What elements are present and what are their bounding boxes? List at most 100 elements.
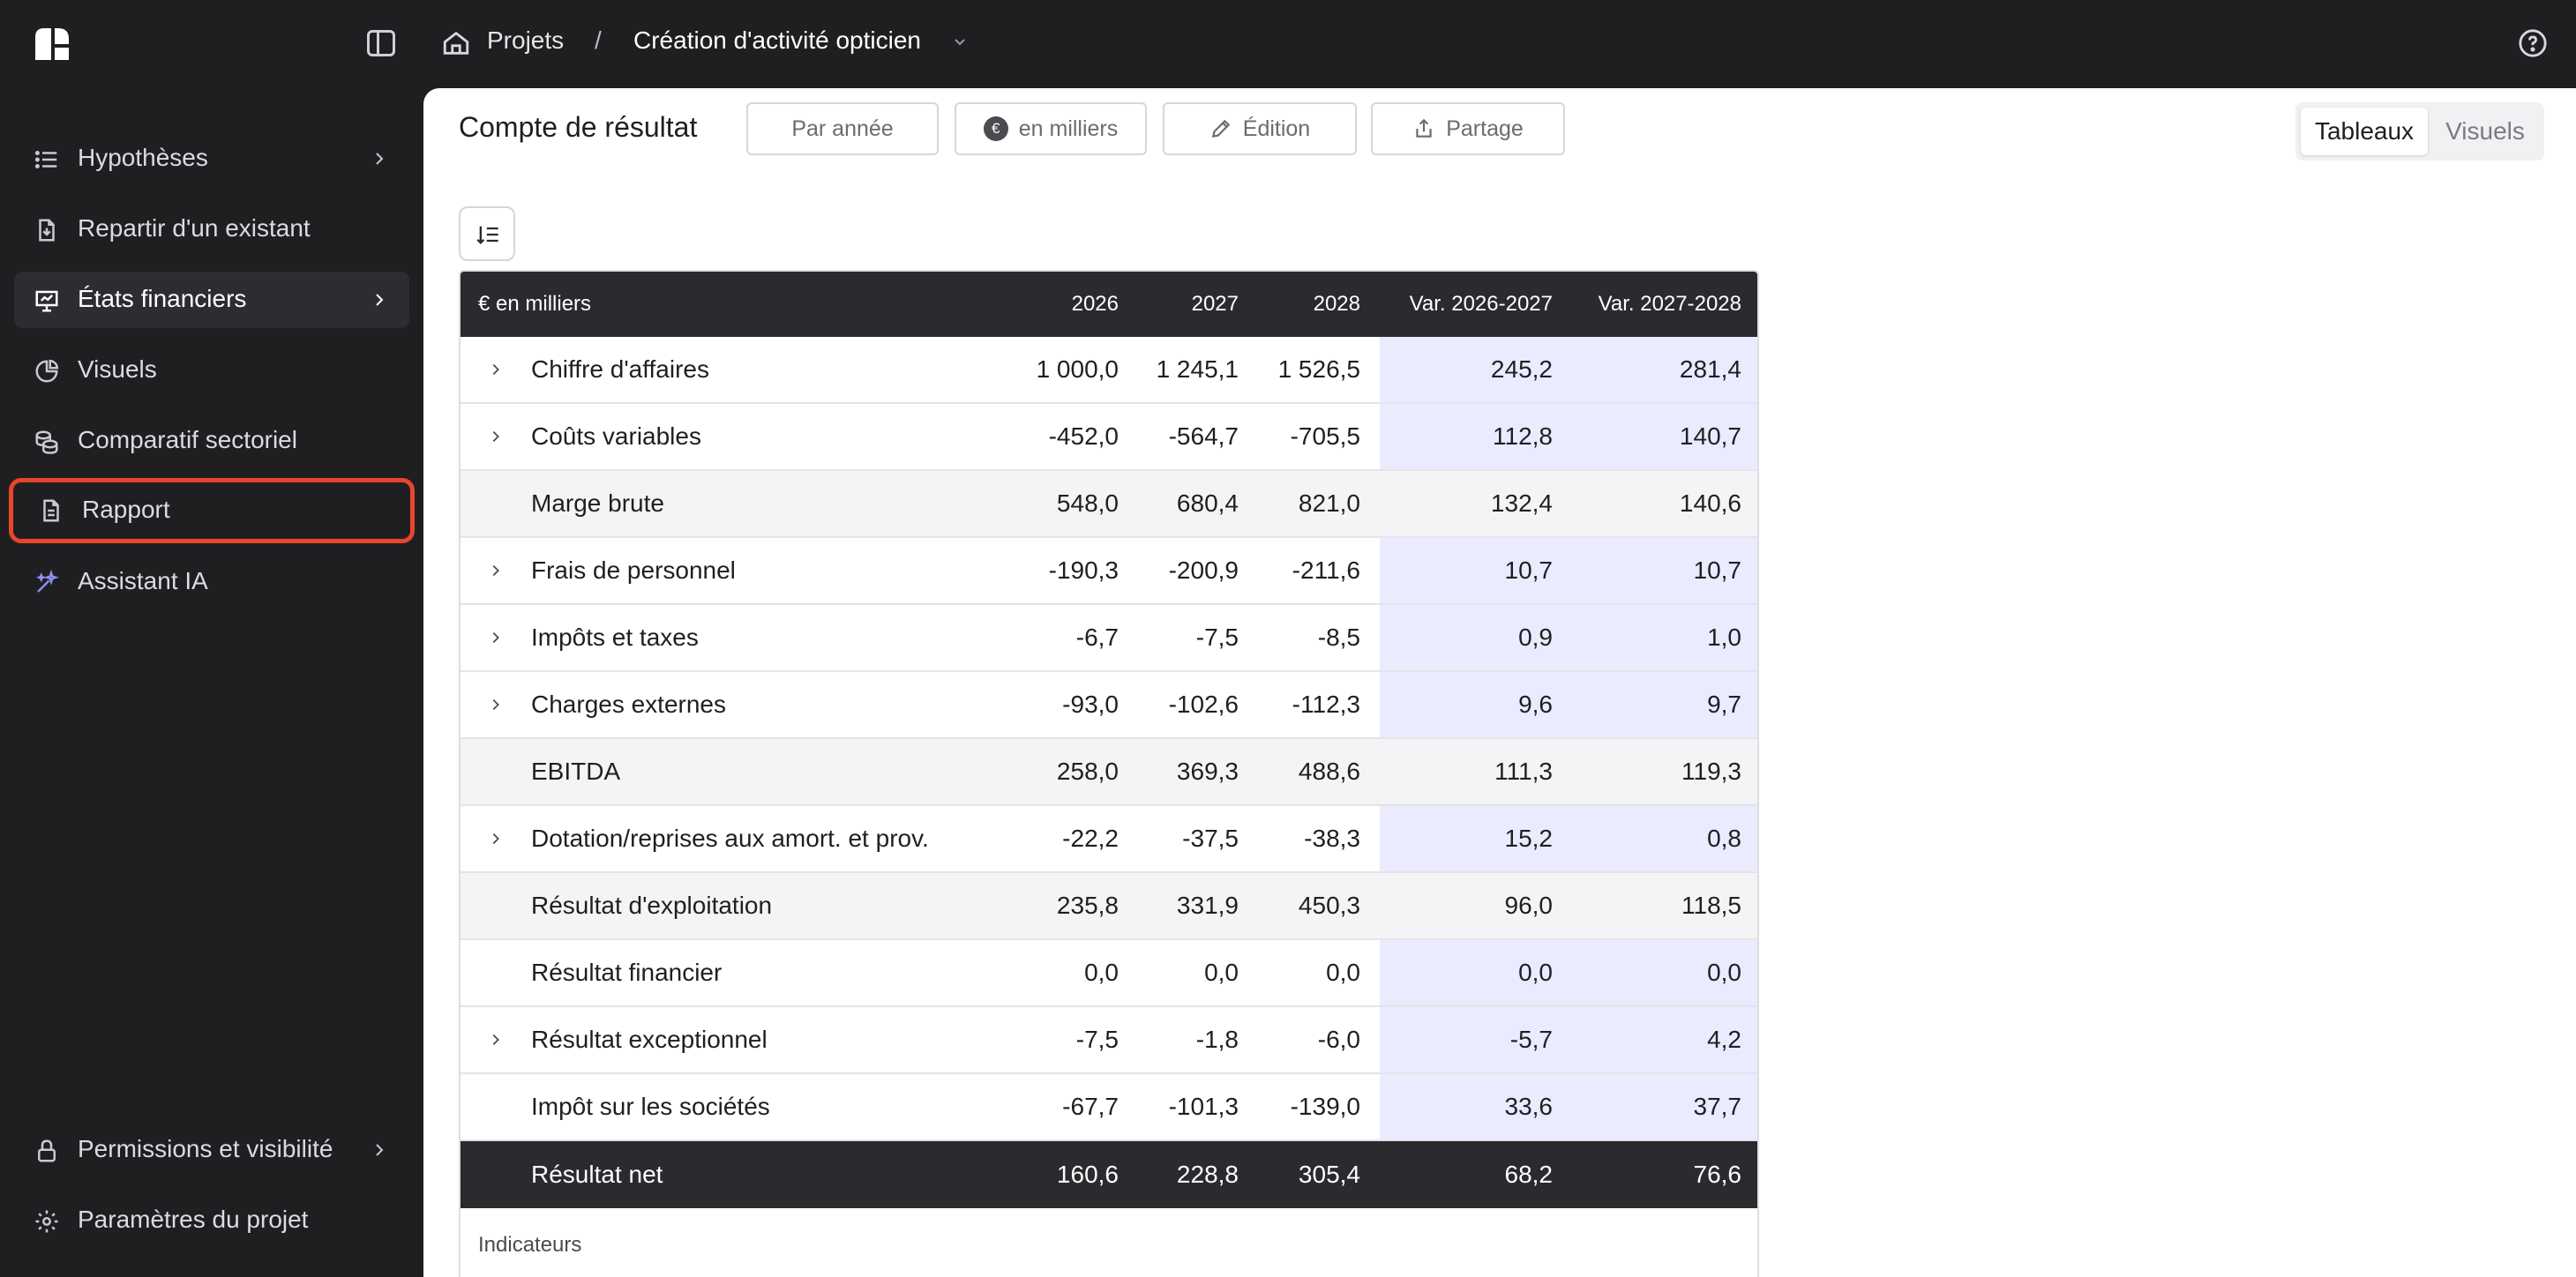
file-import-icon <box>39 219 55 242</box>
edit-button[interactable]: Édition <box>1163 102 1357 155</box>
cell-2027: -7,5 <box>1195 624 1239 651</box>
table-row[interactable]: Dotation/reprises aux amort. et prov. -22… <box>461 806 1757 873</box>
home-icon[interactable] <box>441 28 471 58</box>
cell-2027: -564,7 <box>1168 422 1239 450</box>
cell-2027: -37,5 <box>1182 825 1239 852</box>
table-row[interactable]: Frais de personnel -190,3 -200,9 -211,6 10,7… <box>461 538 1757 605</box>
cell-2027: -101,3 <box>1168 1093 1239 1120</box>
chevron-right-icon[interactable] <box>485 672 506 737</box>
share-icon <box>1416 118 1432 138</box>
cell-2028: 821,0 <box>1298 489 1360 517</box>
row-label: Charges externes <box>531 691 727 718</box>
cell-2026: -6,7 <box>1075 624 1119 651</box>
sidebar-item-assistant-ia[interactable]: Assistant IA <box>14 554 409 610</box>
cell-2026: -190,3 <box>1048 556 1119 584</box>
app-logo-icon[interactable] <box>32 25 72 65</box>
cell-2026: -7,5 <box>1075 1026 1119 1053</box>
table-row[interactable]: Charges externes -93,0 -102,6 -112,3 9,6 9,7 <box>461 672 1757 739</box>
cell-2027: 1 245,1 <box>1156 355 1239 383</box>
share-button-label: Partage <box>1446 116 1524 141</box>
sidebar-item-visuels[interactable]: Visuels <box>14 342 409 399</box>
breadcrumb-current-project[interactable]: Création d'activité opticien <box>633 26 921 54</box>
row-label: Frais de personnel <box>531 556 736 584</box>
cell-2026: -93,0 <box>1062 691 1119 718</box>
cell-var-2026-2027: 96,0 <box>1504 892 1554 919</box>
cell-2026: 1 000,0 <box>1036 355 1119 383</box>
period-button[interactable]: Par année <box>746 102 939 155</box>
sort-button[interactable] <box>459 206 515 261</box>
indicators-label: Indicateurs <box>478 1233 582 1257</box>
cell-var-2026-2027: 33,6 <box>1380 1074 1570 1139</box>
cell-var-2027-2028: 4,2 <box>1570 1007 1757 1072</box>
cell-2026: -22,2 <box>1062 825 1119 852</box>
sidebar-item-etats-financiers[interactable]: États financiers <box>14 272 409 328</box>
breadcrumb-projects-link[interactable]: Projets <box>487 26 565 54</box>
sidebar-item-hypotheses[interactable]: Hypothèses <box>14 131 409 187</box>
header-var-2026-2027: Var. 2026-2027 <box>1409 292 1553 316</box>
chevron-right-icon <box>376 294 384 306</box>
gear-icon <box>35 1210 58 1233</box>
cell-var-2027-2028: 119,3 <box>1681 758 1741 785</box>
pie-chart-icon <box>35 359 59 383</box>
chevron-down-icon[interactable] <box>951 34 969 51</box>
row-label: Coûts variables <box>531 422 701 450</box>
cell-2028: -6,0 <box>1317 1026 1360 1053</box>
cell-2026: 160,6 <box>1056 1161 1119 1188</box>
sidebar-item-permissions[interactable]: Permissions et visibilité <box>14 1122 409 1178</box>
cell-var-2026-2027: 245,2 <box>1380 337 1570 402</box>
sidebar-item-label: Assistant IA <box>78 567 208 594</box>
coins-icon <box>35 430 58 454</box>
unit-button[interactable]: € en milliers <box>955 102 1147 155</box>
chevron-right-icon[interactable] <box>485 337 506 402</box>
unit-button-label: en milliers <box>1018 116 1119 141</box>
share-button[interactable]: Partage <box>1371 102 1565 155</box>
top-bar: Projets / Création d'activité opticien <box>0 0 2576 88</box>
cell-var-2026-2027: 112,8 <box>1380 404 1570 469</box>
chevron-right-icon[interactable] <box>485 806 506 871</box>
indicators-section: Indicateurs <box>461 1208 1757 1277</box>
cell-2028: 0,0 <box>1326 959 1360 986</box>
chevron-right-icon[interactable] <box>485 404 506 469</box>
row-label: EBITDA <box>531 758 621 785</box>
sort-list-icon <box>476 226 498 244</box>
sidebar-toggle-icon[interactable] <box>367 30 395 56</box>
chevron-right-icon[interactable] <box>485 538 506 603</box>
table-row[interactable]: Impôts et taxes -6,7 -7,5 -8,5 0,9 1,0 <box>461 605 1757 672</box>
pencil-icon <box>1211 119 1230 138</box>
cell-var-2027-2028: 9,7 <box>1570 672 1757 737</box>
row-label: Impôt sur les sociétés <box>531 1093 770 1120</box>
sidebar-item-label: Comparatif sectoriel <box>78 426 297 453</box>
cell-2027: -200,9 <box>1168 556 1239 584</box>
view-switcher: Tableaux Visuels <box>2295 102 2544 161</box>
help-icon[interactable] <box>2518 28 2548 58</box>
cell-2028: -112,3 <box>1292 691 1360 718</box>
presentation-chart-icon <box>35 290 58 312</box>
view-tab-visuals[interactable]: Visuels <box>2445 117 2525 145</box>
sidebar-item-comparatif[interactable]: Comparatif sectoriel <box>14 413 409 469</box>
header-2026: 2026 <box>1071 292 1119 316</box>
table-row[interactable]: Résultat exceptionnel -7,5 -1,8 -6,0 -5,7 4,2 <box>461 1007 1757 1074</box>
cell-var-2027-2028: 76,6 <box>1693 1161 1742 1188</box>
view-tab-tables[interactable]: Tableaux <box>2301 108 2428 155</box>
header-unit: € en milliers <box>478 292 592 316</box>
chevron-right-icon[interactable] <box>485 605 506 670</box>
sidebar-item-label: Rapport <box>82 496 170 523</box>
cell-var-2026-2027: 111,3 <box>1494 758 1553 785</box>
sidebar-item-label: Paramètres du projet <box>78 1206 309 1233</box>
table-row[interactable]: Coûts variables -452,0 -564,7 -705,5 112,8 14… <box>461 404 1757 471</box>
row-label: Résultat financier <box>531 959 723 986</box>
table-row[interactable]: Chiffre d'affaires 1 000,0 1 245,1 1 526,5 2… <box>461 337 1757 404</box>
cell-var-2027-2028: 37,7 <box>1570 1074 1757 1139</box>
cell-var-2027-2028: 0,8 <box>1570 806 1757 871</box>
cell-2028: -211,6 <box>1292 556 1360 584</box>
cell-2028: -139,0 <box>1290 1093 1360 1120</box>
chevron-right-icon[interactable] <box>485 1007 506 1072</box>
sidebar-item-rapport[interactable]: Rapport <box>9 478 415 543</box>
cell-var-2026-2027: 0,9 <box>1380 605 1570 670</box>
lock-icon <box>38 1139 56 1162</box>
cell-var-2026-2027: 10,7 <box>1380 538 1570 603</box>
sidebar-item-parametres[interactable]: Paramètres du projet <box>14 1192 409 1249</box>
sidebar-item-repartir[interactable]: Repartir d'un existant <box>14 201 409 258</box>
cell-2027: 331,9 <box>1176 892 1239 919</box>
cell-var-2026-2027: -5,7 <box>1380 1007 1570 1072</box>
